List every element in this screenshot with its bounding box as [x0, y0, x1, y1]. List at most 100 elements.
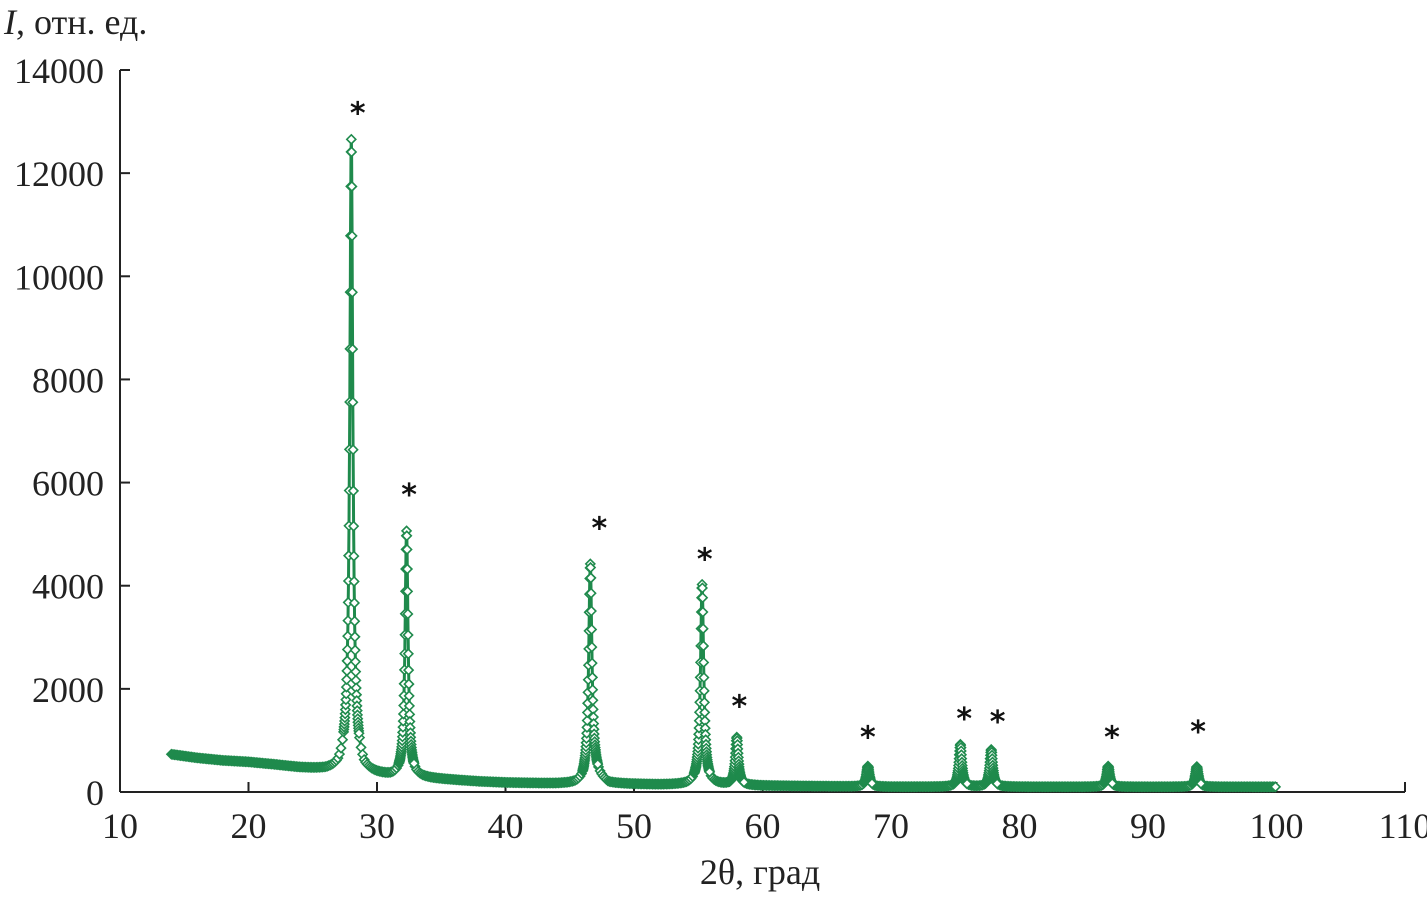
data-point: [336, 734, 349, 746]
data-point: [585, 623, 598, 636]
data-point: [342, 630, 354, 642]
data-point: [402, 629, 414, 641]
y-axis-label-unit: , отн. ед.: [16, 2, 147, 42]
data-point: [347, 485, 359, 497]
data-point: [397, 721, 409, 733]
data-point: [348, 550, 360, 562]
x-axis-label: 2θ, град: [700, 852, 820, 892]
y-tick-label: 0: [86, 773, 104, 813]
peak-marker: *: [956, 702, 972, 737]
x-tick-label: 90: [1130, 806, 1166, 846]
data-point: [586, 657, 598, 669]
data-point: [581, 727, 593, 739]
peak-marker: *: [401, 478, 417, 513]
axes: [119, 70, 1405, 793]
x-ticks: 10 20 30 40 50 60 70 80 90 100 110: [102, 782, 1427, 846]
y-axis-label: I, отн. ед.: [3, 2, 147, 42]
data-point: [698, 696, 711, 709]
data-point: [698, 685, 710, 697]
data-point: [403, 690, 415, 702]
data-point: [1106, 777, 1118, 790]
data-point: [696, 592, 709, 604]
peak-marker: *: [591, 511, 607, 546]
data-point: [585, 605, 597, 617]
data-point: [592, 758, 604, 770]
peak-marker: *: [990, 705, 1006, 740]
data-point: [340, 688, 352, 700]
data-point: [698, 656, 710, 669]
data-point: [350, 666, 362, 678]
y-tick-label: 2000: [32, 670, 104, 710]
data-point: [346, 343, 359, 355]
y-tick-label: 10000: [14, 257, 104, 297]
data-point: [335, 742, 347, 754]
data-point: [341, 673, 353, 686]
data-point: [346, 180, 358, 193]
data-point: [866, 777, 878, 789]
data-point: [403, 678, 415, 690]
x-tick-label: 30: [359, 806, 395, 846]
data-point: [401, 530, 413, 542]
data-point: [349, 644, 361, 656]
data-point: [584, 561, 597, 574]
x-tick-label: 110: [1379, 806, 1427, 846]
data-point: [347, 396, 359, 408]
data-point: [586, 641, 598, 653]
peak-markers: * * * * * * * * * *: [350, 96, 1206, 755]
y-tick-label: 8000: [32, 360, 104, 400]
data-point: [340, 681, 353, 693]
data-point: [961, 778, 973, 790]
data-point: [991, 777, 1003, 790]
y-tick-label: 14000: [14, 51, 104, 91]
data-point: [349, 631, 361, 643]
peak-marker: *: [732, 689, 748, 724]
data-point: [341, 643, 354, 656]
data-point: [586, 671, 598, 684]
peak-marker: *: [350, 96, 366, 131]
data-point: [586, 684, 599, 696]
x-tick-label: 10: [102, 806, 138, 846]
diffraction-series: [165, 133, 1282, 793]
data-point: [347, 520, 360, 532]
data-point: [402, 608, 414, 620]
data-point: [401, 563, 413, 575]
data-point: [585, 587, 597, 599]
data-point: [342, 614, 354, 627]
data-point: [738, 776, 750, 788]
data-point: [698, 671, 710, 684]
data-point: [697, 640, 710, 652]
data-point: [341, 655, 353, 667]
data-point: [697, 606, 709, 618]
x-tick-label: 40: [488, 806, 524, 846]
y-tick-label: 4000: [32, 567, 104, 607]
data-point: [345, 133, 357, 145]
x-tick-label: 20: [231, 806, 267, 846]
data-point: [346, 286, 358, 298]
peak-marker: *: [1190, 715, 1206, 750]
data-point: [402, 648, 414, 660]
peak-marker: *: [1104, 720, 1120, 755]
data-point: [402, 664, 415, 676]
peak-marker: *: [697, 542, 713, 577]
x-tick-label: 100: [1250, 806, 1304, 846]
data-point: [401, 543, 413, 556]
y-ticks: 0 2000 4000 6000 8000 10000 12000 14000: [14, 51, 130, 813]
x-tick-label: 80: [1002, 806, 1038, 846]
series-line: [171, 139, 1277, 789]
peak-marker: *: [860, 720, 876, 755]
y-axis-label-var: I: [3, 2, 18, 42]
data-point: [349, 615, 361, 627]
data-point: [346, 230, 358, 242]
data-point: [353, 727, 365, 739]
data-point: [341, 665, 353, 677]
data-point: [697, 623, 709, 635]
data-point: [340, 694, 352, 706]
y-tick-label: 12000: [14, 154, 104, 194]
x-tick-label: 50: [616, 806, 652, 846]
data-point: [348, 597, 361, 609]
data-point: [585, 572, 597, 584]
data-point: [347, 444, 359, 456]
y-tick-label: 6000: [32, 464, 104, 504]
data-point: [1269, 781, 1282, 793]
